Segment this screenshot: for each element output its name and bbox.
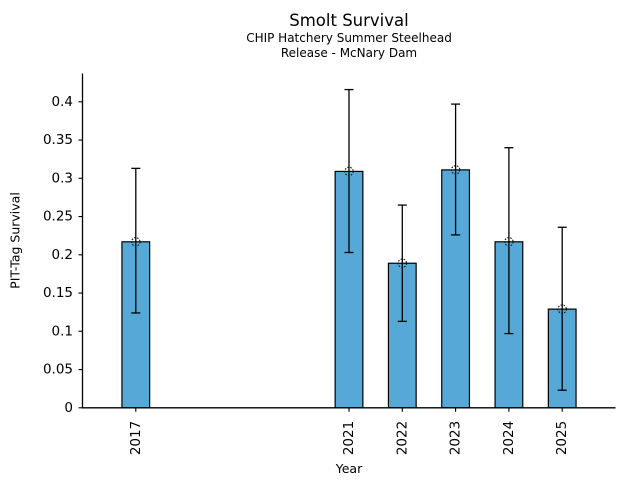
y-tick-label: 0.15 [43,285,73,301]
y-tick-label: 0.25 [43,209,73,225]
y-tick-label: 0 [64,400,73,416]
mean-marker-2024 [504,237,514,247]
y-tick-label: 0.2 [52,247,73,263]
mean-marker-2025 [557,304,567,314]
y-tick-label: 0.1 [52,323,73,339]
x-tick-label: 2025 [554,421,570,455]
x-axis-label: Year [335,461,363,476]
chart-subtitle-line2: Release - McNary Dam [280,46,418,60]
mean-marker-2022 [397,258,408,268]
mean-marker-2023 [450,165,461,175]
y-tick-label: 0.35 [43,132,73,148]
x-tick-label: 2022 [394,421,410,455]
x-tick-label: 2023 [448,421,464,455]
mean-marker-2021 [344,166,354,177]
x-tick-label: 2024 [501,421,517,455]
y-tick-label: 0.3 [52,170,73,186]
y-tick-label: 0.4 [52,94,73,110]
chart-subtitle-line1: CHIP Hatchery Summer Steelhead [246,31,452,45]
mean-marker-2017 [131,237,141,247]
x-tick-label: 2017 [128,421,144,455]
y-tick-label: 0.05 [43,362,73,378]
x-tick-label: 2021 [341,421,357,455]
chart-title: Smolt Survival [289,11,409,30]
